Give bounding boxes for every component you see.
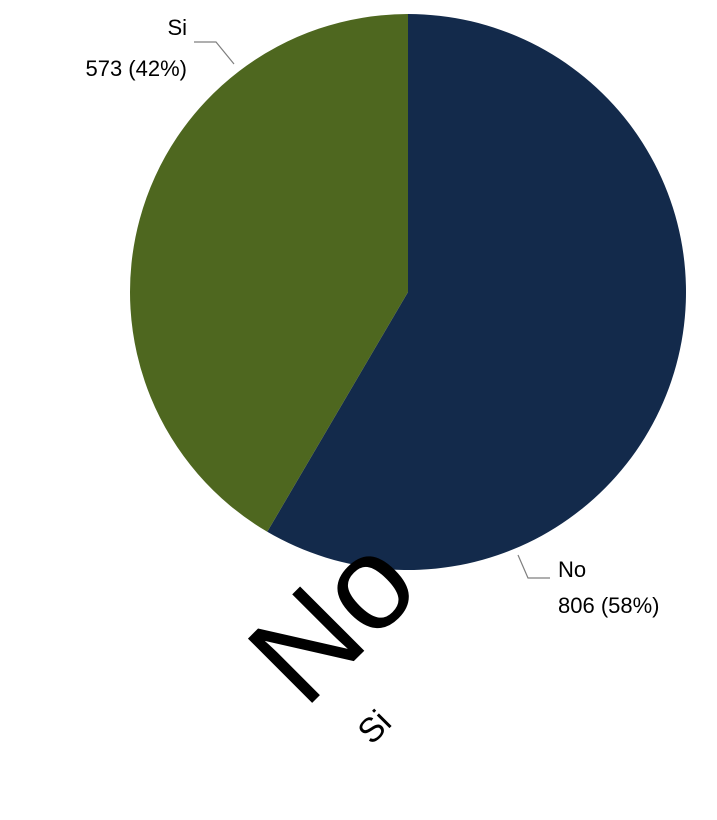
data-label-no-value: 806 (58%) <box>558 593 660 618</box>
leader-line-no <box>517 554 550 579</box>
data-label-no-name: No <box>558 557 586 582</box>
pie-slices <box>129 14 686 570</box>
data-label-si-value: 573 (42%) <box>85 56 187 81</box>
pie-slice-si <box>129 14 409 532</box>
leader-line-si <box>194 41 235 65</box>
pie-slice-no <box>267 14 686 570</box>
data-label-si-name: Si <box>167 15 187 40</box>
